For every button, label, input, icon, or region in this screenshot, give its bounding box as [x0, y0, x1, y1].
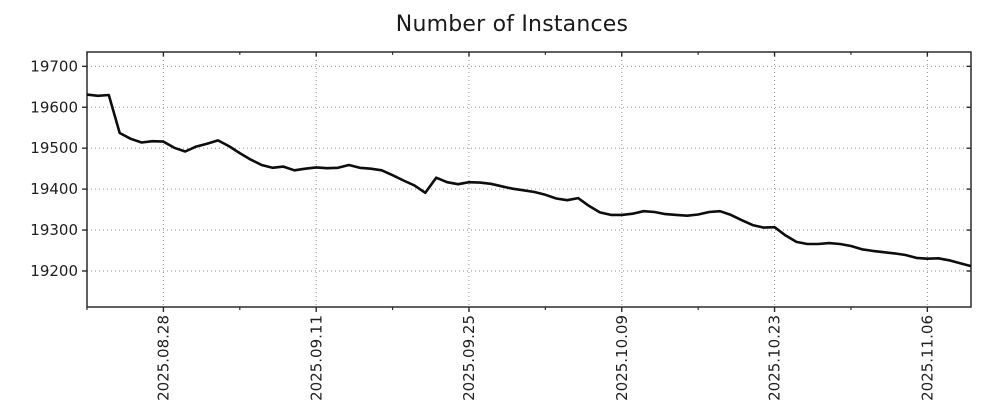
x-axis-tick-label: 2025.10.09 [613, 315, 631, 401]
y-axis-tick-label: 19200 [30, 262, 78, 280]
y-axis-tick-label: 19600 [30, 98, 78, 116]
y-axis-tick-label: 19400 [30, 180, 78, 198]
series-line [86, 93, 972, 268]
chart-title: Number of Instances [395, 12, 629, 37]
x-axis-tick-label: 2025.09.11 [307, 315, 325, 401]
x-axis-tick-label: 2025.08.28 [154, 315, 172, 401]
x-axis-tick-label: 2025.09.25 [460, 315, 478, 401]
plot-border [86, 51, 972, 308]
y-axis-tick-label: 19500 [30, 139, 78, 157]
x-axis-tick-label: 2025.10.23 [766, 315, 784, 401]
y-axis-tick-label: 19700 [30, 57, 78, 75]
y-axis-tick-label: 19300 [30, 221, 78, 239]
x-axis-tick-label: 2025.11.06 [918, 315, 936, 401]
